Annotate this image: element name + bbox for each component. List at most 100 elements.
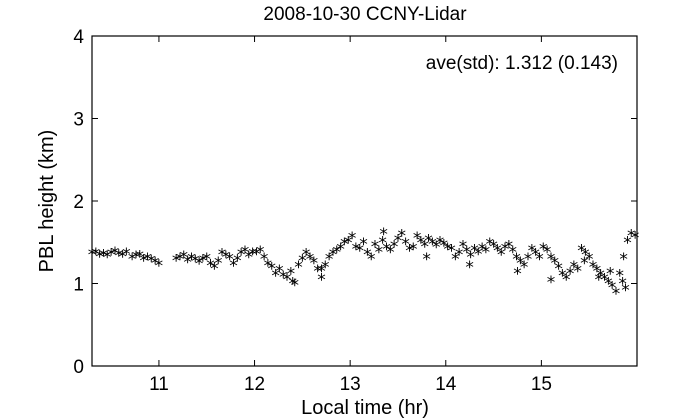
data-point: * xyxy=(213,254,223,274)
data-point: * xyxy=(175,250,185,270)
data-point: * xyxy=(573,262,583,282)
data-point: * xyxy=(278,268,288,288)
data-point: * xyxy=(496,246,506,266)
data-point: * xyxy=(267,260,277,280)
chart-title: 2008-10-30 CCNY-Lidar xyxy=(263,4,467,25)
x-axis-label: Local time (hr) xyxy=(301,397,429,419)
data-point: * xyxy=(481,243,491,263)
data-point: * xyxy=(179,248,189,268)
data-point: * xyxy=(198,251,208,271)
data-point: * xyxy=(626,227,636,247)
y-axis-label: PBL height (km) xyxy=(36,130,58,273)
data-point: * xyxy=(546,273,556,293)
data-point: * xyxy=(135,247,145,267)
data-point: * xyxy=(531,246,541,266)
data-point: * xyxy=(343,233,353,253)
x-tick-label: 14 xyxy=(435,374,457,395)
data-point: * xyxy=(542,243,552,263)
data-point: * xyxy=(397,227,407,247)
data-point: * xyxy=(305,250,315,270)
data-point: * xyxy=(270,266,280,286)
data-point: * xyxy=(87,246,97,266)
data-point: * xyxy=(618,275,628,295)
y-tick-label: 3 xyxy=(73,110,84,131)
data-point: * xyxy=(466,248,476,268)
data-point: * xyxy=(446,242,456,262)
data-point: * xyxy=(370,237,380,257)
data-point: * xyxy=(465,258,475,278)
data-point: * xyxy=(500,240,510,260)
data-point: * xyxy=(259,250,269,270)
data-point: * xyxy=(248,245,258,265)
data-point: * xyxy=(324,250,334,270)
data-point: * xyxy=(263,256,273,276)
data-point: * xyxy=(550,254,560,274)
data-point: * xyxy=(404,242,414,262)
x-tick-label: 11 xyxy=(149,374,169,395)
data-point: * xyxy=(251,245,261,265)
data-point: * xyxy=(594,270,604,290)
data-point: * xyxy=(584,250,594,270)
data-point: * xyxy=(458,237,468,257)
data-point: * xyxy=(293,258,303,278)
data-point: * xyxy=(473,245,483,265)
data-point: * xyxy=(91,245,101,265)
data-point: * xyxy=(588,258,598,278)
data-point: * xyxy=(622,233,632,253)
data-point: * xyxy=(422,250,432,270)
data-point: * xyxy=(400,235,410,255)
data-point: * xyxy=(131,248,141,268)
data-point: * xyxy=(297,251,307,271)
y-tick-label: 0 xyxy=(73,357,84,378)
data-points: ****************** **********************… xyxy=(87,225,640,304)
data-point: * xyxy=(630,228,640,248)
data-point: * xyxy=(469,242,479,262)
data-point: * xyxy=(146,252,156,272)
data-point: * xyxy=(576,242,586,262)
data-point: * xyxy=(512,265,522,285)
data-point: * xyxy=(114,246,124,266)
data-point: * xyxy=(362,246,372,266)
data-point: * xyxy=(320,258,330,278)
data-point: * xyxy=(565,265,575,285)
data-point: * xyxy=(420,237,430,257)
data-point: * xyxy=(462,243,472,263)
data-point: * xyxy=(599,270,609,290)
data-point: * xyxy=(286,265,296,285)
data-point: * xyxy=(385,243,395,263)
data-point: * xyxy=(374,243,384,263)
data-point: * xyxy=(182,253,192,273)
data-point: * xyxy=(332,243,342,263)
data-point: * xyxy=(580,246,590,266)
data-point: * xyxy=(240,243,250,263)
data-point: * xyxy=(443,240,453,260)
plot-frame xyxy=(91,35,638,367)
data-point: * xyxy=(232,251,242,271)
data-point: * xyxy=(454,246,464,266)
data-point: * xyxy=(282,270,292,290)
data-point: * xyxy=(98,246,108,266)
data-point: * xyxy=(607,279,617,299)
y-tick-label: 1 xyxy=(73,275,84,296)
data-point: * xyxy=(194,255,204,275)
data-point: * xyxy=(127,250,137,270)
data-point: * xyxy=(389,237,399,257)
data-point: * xyxy=(309,254,319,274)
data-point: * xyxy=(95,247,105,267)
data-point: * xyxy=(255,243,265,263)
data-point: * xyxy=(492,242,502,262)
data-point: * xyxy=(221,248,231,268)
data-point: * xyxy=(435,233,445,253)
data-point: * xyxy=(534,250,544,270)
data-point: * xyxy=(355,242,365,262)
data-point: * xyxy=(615,266,625,286)
data-point: * xyxy=(439,237,449,257)
data-point: * xyxy=(150,254,160,274)
data-point: * xyxy=(217,246,227,266)
data-point: * xyxy=(511,250,521,270)
data-point: * xyxy=(351,240,361,260)
data-point: * xyxy=(515,254,525,274)
data-point: * xyxy=(546,250,556,270)
data-point: * xyxy=(358,235,368,255)
data-point: * xyxy=(142,250,152,270)
